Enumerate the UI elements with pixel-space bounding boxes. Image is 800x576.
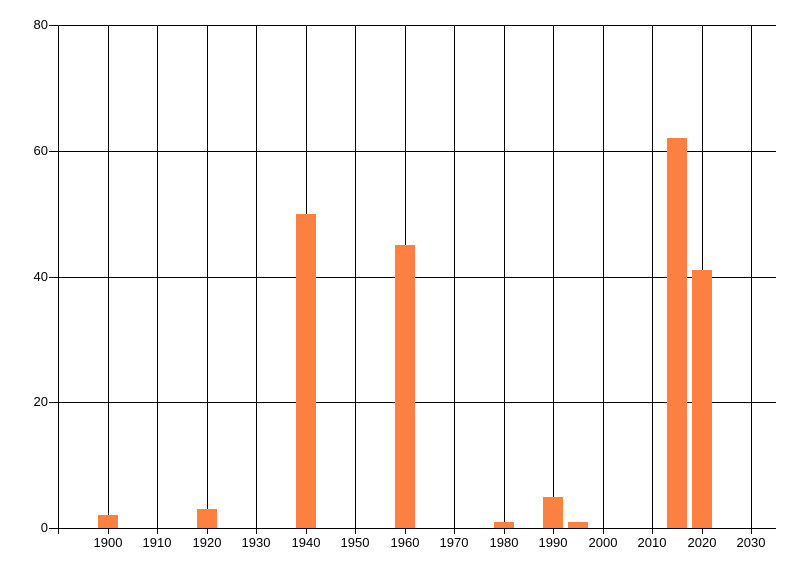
x-gridline: [108, 25, 109, 534]
x-axis-tick-label: 1990: [538, 535, 568, 550]
x-axis-tick-label: 1950: [340, 535, 370, 550]
x-axis-tick-label: 2000: [588, 535, 618, 550]
x-gridline: [751, 25, 752, 534]
x-gridline: [256, 25, 257, 534]
x-gridline: [355, 25, 356, 534]
bar-1920: [197, 509, 217, 528]
y-axis-tick-label: 60: [33, 143, 48, 158]
y-gridline: [49, 151, 776, 152]
bar-1960: [395, 245, 415, 528]
x-axis-tick-label: 1920: [192, 535, 222, 550]
x-gridline: [603, 25, 604, 534]
y-axis-tick-label: 80: [33, 17, 48, 32]
bar-2015: [667, 138, 687, 528]
x-axis-tick-label: 2020: [687, 535, 717, 550]
x-axis-tick-label: 1910: [142, 535, 172, 550]
x-axis-tick-label: 1970: [439, 535, 469, 550]
x-gridline: [454, 25, 455, 534]
x-axis-line: [49, 528, 776, 529]
x-axis-tick-label: 1930: [241, 535, 271, 550]
x-axis-tick-label: 1960: [390, 535, 420, 550]
x-axis-tick-label: 1900: [93, 535, 123, 550]
x-axis-tick-label: 1940: [291, 535, 321, 550]
bar-1995: [568, 522, 588, 528]
y-axis-tick-label: 20: [33, 394, 48, 409]
x-gridline: [157, 25, 158, 534]
x-axis-tick-label: 2030: [736, 535, 766, 550]
x-gridline: [58, 25, 59, 534]
plot-top-border: [49, 25, 776, 26]
bar-2020: [692, 270, 712, 528]
y-axis-tick-label: 40: [33, 269, 48, 284]
bar-1900: [98, 515, 118, 528]
x-axis-tick-label: 2010: [637, 535, 667, 550]
x-axis-tick-label: 1980: [489, 535, 519, 550]
x-gridline: [553, 25, 554, 534]
y-axis-tick-label: 0: [40, 520, 48, 535]
x-gridline: [652, 25, 653, 534]
x-gridline: [207, 25, 208, 534]
x-gridline: [504, 25, 505, 534]
bar-1940: [296, 214, 316, 528]
bar-1990: [543, 497, 563, 528]
bar-1980: [494, 522, 514, 528]
